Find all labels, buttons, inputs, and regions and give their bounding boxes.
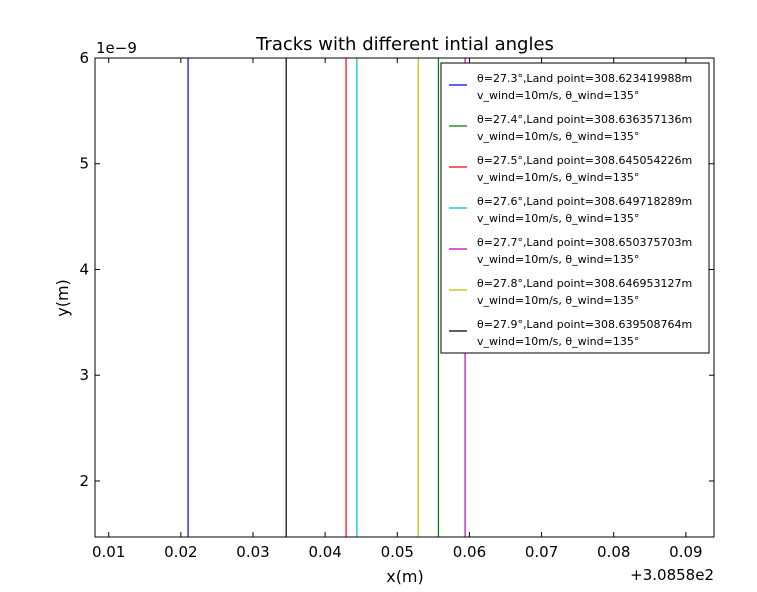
legend-label-5: θ=27.7°,Land point=308.650375703m: [477, 236, 692, 249]
x-tick-label-3: 0.03: [236, 543, 269, 561]
legend-sublabel-6: v_wind=10m/s, θ_wind=135°: [477, 294, 639, 307]
y-tick-label-3: 4: [79, 260, 89, 278]
x-tick-label-8: 0.08: [597, 543, 630, 561]
x-tick-label-6: 0.06: [453, 543, 486, 561]
legend-sublabel-4: v_wind=10m/s, θ_wind=135°: [477, 212, 639, 225]
y-tick-label-5: 6: [79, 49, 89, 67]
legend-label-1: θ=27.3°,Land point=308.623419988m: [477, 72, 692, 85]
x-tick-label-2: 0.02: [164, 543, 197, 561]
plot-area: 0.01 0.02 0.03 0.04 0.05 0.06 0.07 0.08 0.09 2 3 4 5…: [79, 49, 714, 561]
y-tick-label-2: 3: [79, 366, 89, 384]
x-offset-label: +3.0858e2: [630, 566, 714, 584]
legend-sublabel-2: v_wind=10m/s, θ_wind=135°: [477, 130, 639, 143]
x-tick-label-5: 0.05: [381, 543, 414, 561]
legend-label-7: θ=27.9°,Land point=308.639508764m: [477, 318, 692, 331]
legend-label-2: θ=27.4°,Land point=308.636357136m: [477, 113, 692, 126]
legend-box: [440, 62, 710, 354]
chart-title: Tracks with different intial angles: [255, 34, 554, 55]
x-axis-label: x(m): [386, 567, 424, 586]
legend-label-4: θ=27.6°,Land point=308.649718289m: [477, 195, 692, 208]
y-scale-label: 1e−9: [96, 39, 137, 57]
plot-frame: [94, 57, 715, 538]
x-tick-label-1: 0.01: [92, 543, 125, 561]
legend: θ=27.3°,Land point=308.623419988m v_wind=…: [440, 62, 710, 354]
legend-sublabel-1: v_wind=10m/s, θ_wind=135°: [477, 89, 639, 102]
legend-sublabel-3: v_wind=10m/s, θ_wind=135°: [477, 171, 639, 184]
x-tick-label-9: 0.09: [669, 543, 702, 561]
legend-label-6: θ=27.8°,Land point=308.646953127m: [477, 277, 692, 290]
legend-sublabel-7: v_wind=10m/s, θ_wind=135°: [477, 335, 639, 348]
y-tick-label-1: 2: [79, 472, 89, 490]
x-tick-label-7: 0.07: [525, 543, 558, 561]
legend-sublabel-5: v_wind=10m/s, θ_wind=135°: [477, 253, 639, 266]
legend-label-3: θ=27.5°,Land point=308.645054226m: [477, 154, 692, 167]
y-tick-label-4: 5: [79, 155, 89, 173]
y-axis-label: y(m): [53, 279, 72, 317]
x-tick-label-4: 0.04: [308, 543, 341, 561]
